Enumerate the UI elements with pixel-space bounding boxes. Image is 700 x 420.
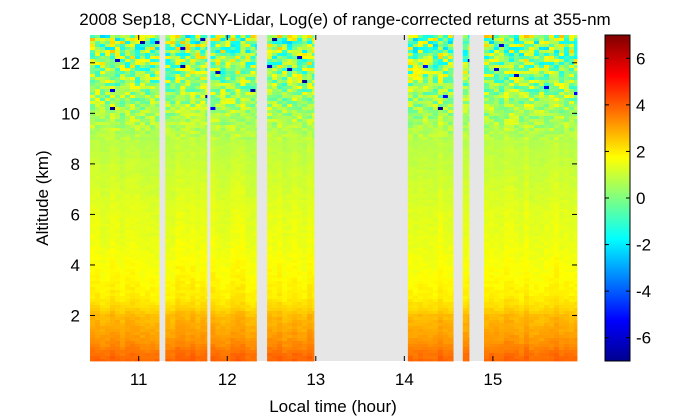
data-segment (210, 35, 257, 362)
colorbar-tick-label: -6 (636, 329, 651, 348)
x-tick-label: 13 (306, 370, 325, 389)
x-tick-label: 15 (483, 370, 502, 389)
colorbar (604, 34, 631, 362)
y-tick-label: 6 (71, 205, 80, 224)
x-tick-label: 14 (395, 370, 414, 389)
y-tick-label: 12 (61, 54, 80, 73)
y-tick-label: 4 (71, 256, 80, 275)
heatmap-layer (90, 35, 578, 362)
data-segment (165, 35, 208, 362)
data-segment (90, 35, 160, 362)
y-tick-label: 10 (61, 104, 80, 123)
x-tick-label: 11 (130, 370, 148, 389)
y-axis-label: Altitude (km) (33, 150, 52, 245)
colorbar-ticks: -6 -4 -2 0 2 4 6 (605, 49, 651, 348)
data-segment (484, 35, 578, 362)
colorbar-tick-label: 4 (636, 96, 645, 115)
chart-title: 2008 Sep18, CCNY-Lidar, Log(e) of range-… (79, 10, 610, 29)
y-tick-label: 2 (71, 307, 80, 326)
x-tick-label: 12 (218, 370, 237, 389)
data-segment (462, 35, 470, 362)
data-segment (267, 35, 315, 362)
y-axis: 2 4 6 8 10 12 (61, 54, 577, 326)
data-segment (407, 35, 454, 362)
y-tick-label: 8 (71, 155, 80, 174)
colorbar-tick-label: 0 (636, 189, 645, 208)
x-axis: 11 12 13 14 15 (130, 35, 502, 389)
x-axis-label: Local time (hour) (269, 397, 397, 416)
colorbar-tick-label: 2 (636, 142, 645, 161)
colorbar-tick-label: -2 (636, 236, 651, 255)
colorbar-tick-label: -4 (636, 282, 651, 301)
colorbar-tick-label: 6 (636, 49, 645, 68)
